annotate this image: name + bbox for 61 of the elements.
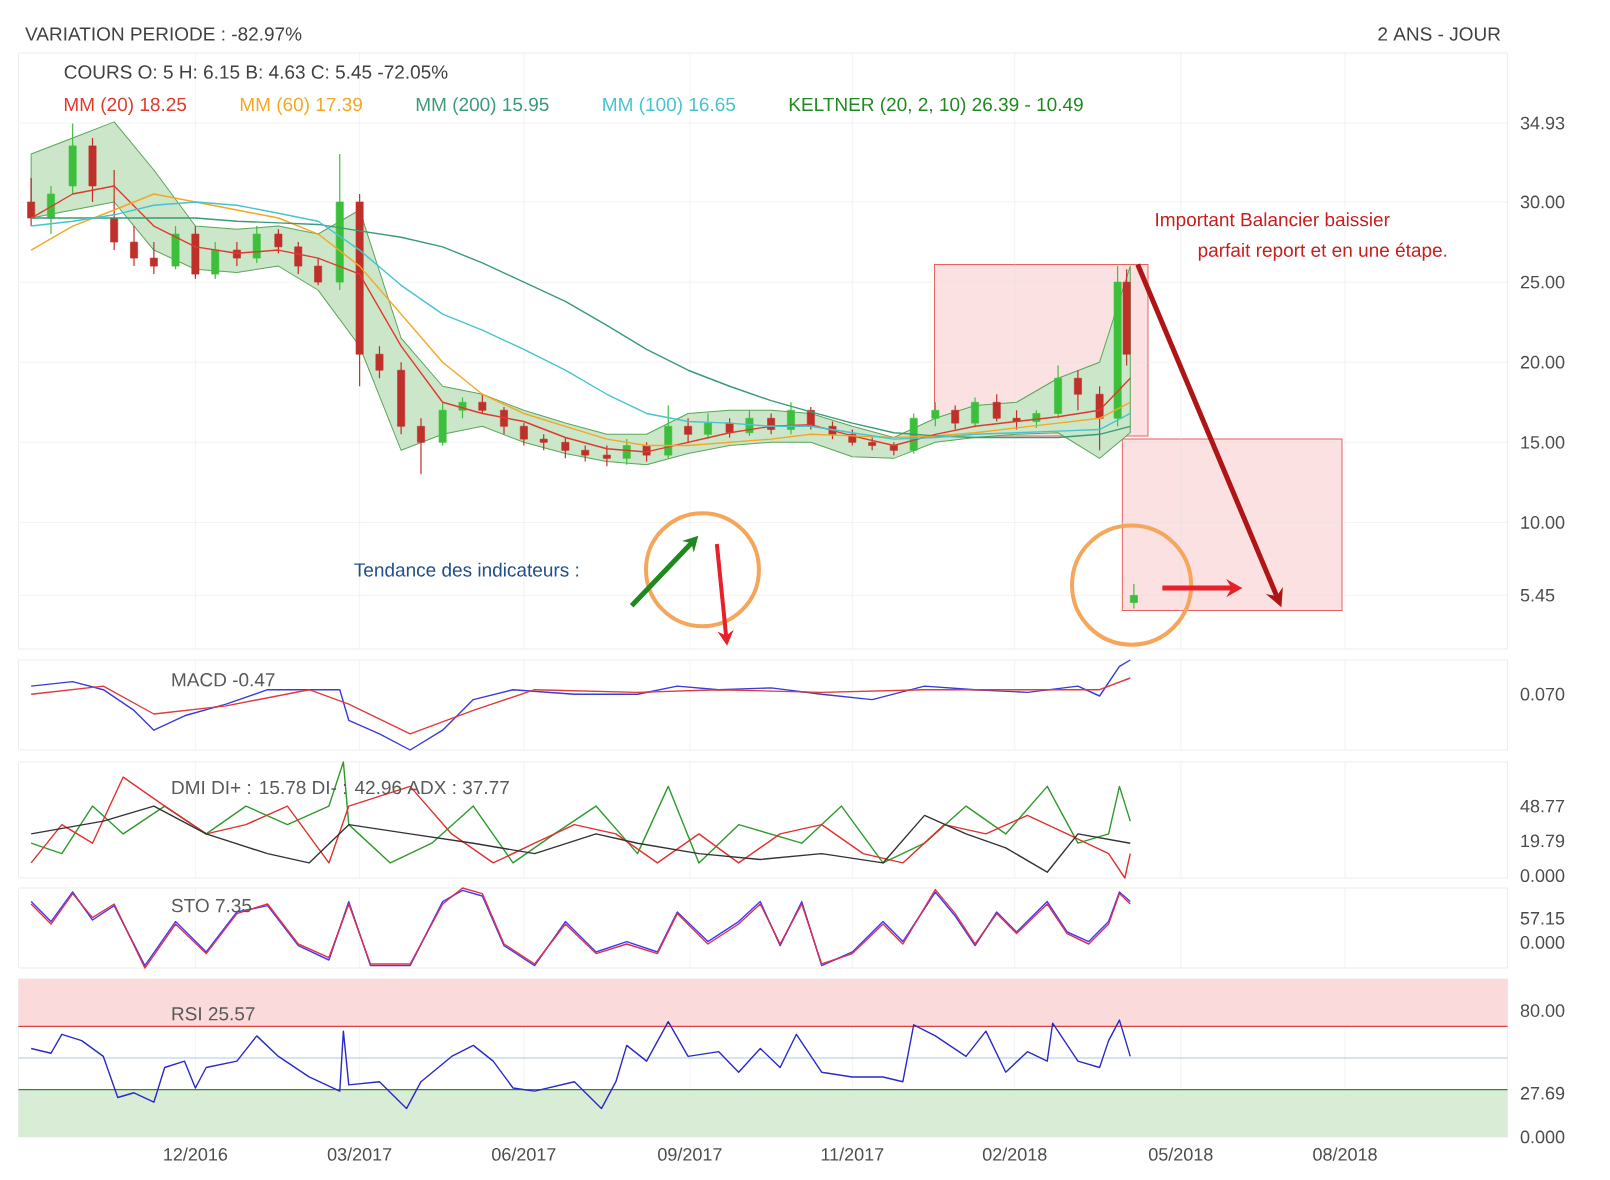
candlestick [478,393,487,415]
y-tick-label: 25.00 [1520,275,1565,289]
candlestick [417,417,425,475]
annotation: KELTNER (20, 2, 10) 26.39 - 10.49 [789,97,1083,115]
text: 48.77 [1520,799,1565,813]
y-tick-label: 0.000 [1520,1130,1565,1144]
legend-title: COURS O: 5 H: 6.15 B: 4.63 C: 5.45 -72.05% [64,65,448,79]
candlestick [931,401,940,427]
text: MACD -0.47 [172,673,275,687]
line-series [30,1019,1131,1110]
candlestick [787,401,795,435]
candlestick [149,241,158,275]
x-tick-label: 09/2017 [658,1147,722,1161]
x-tick-label: 08/2018 [1313,1147,1377,1161]
candlestick [27,177,36,227]
text: MM (20) 18.25 [64,97,187,115]
y-tick-label: 27.69 [1520,1086,1565,1100]
x-tick-label: 05/2018 [1148,1147,1213,1161]
x-tick-label: 11/2017 [821,1147,884,1161]
candlestick [622,438,631,466]
candlestick [1074,369,1082,411]
candlestick [704,412,712,440]
candlestick [992,393,1001,423]
annotation: Tendance des indicateurs : [354,562,579,577]
candlestick [130,225,138,267]
annotation: parfait report et en une étape. [1198,242,1447,261]
chart-title: STO 7.35 [171,898,252,913]
y-tick-label: 30.00 [1520,195,1565,209]
candlestick [294,241,303,275]
y-tick-label: 15.00 [1521,435,1565,449]
annotation: Important Balancier baissier [1156,212,1390,231]
candlestick [500,406,508,435]
candlestick [684,417,692,443]
candlestick [274,228,283,254]
text: MM (60) 17.39 [240,97,362,115]
y-tick-label: 10.00 [1521,516,1565,529]
chart-title: VARIATION PERIODE : -82.97% [25,27,302,41]
x-tick-label: 12/2016 [164,1147,228,1161]
candlestick [1129,583,1138,610]
candlestick [519,422,528,447]
candlestick [561,436,570,459]
text: MM (100) 16.65 [603,97,736,115]
candlestick [971,396,979,427]
text: RSI 25.57 [172,1007,255,1021]
x-tick-label: 03/2017 [327,1147,392,1161]
y-tick-label: 80.00 [1520,1004,1565,1017]
text: MM (200) 15.95 [416,97,549,115]
candlestick [375,345,384,379]
candlestick [602,444,611,467]
text: 57.15 [1520,912,1565,925]
y-tick-label: 20.00 [1520,355,1565,369]
candlestick [951,404,960,431]
x-tick-label: 06/2017 [492,1147,556,1161]
candlestick [642,441,651,463]
chart-subtitle: 2 ANS - JOUR [1378,27,1501,41]
y-tick-label: 5.45 [1520,589,1555,602]
x-tick-label: 02/2018 [982,1147,1047,1161]
text: 19.79 [1521,834,1565,848]
text: 0.070 [1520,687,1565,701]
candlestick [314,257,323,286]
y-tick-label: 34.93 [1520,116,1565,130]
